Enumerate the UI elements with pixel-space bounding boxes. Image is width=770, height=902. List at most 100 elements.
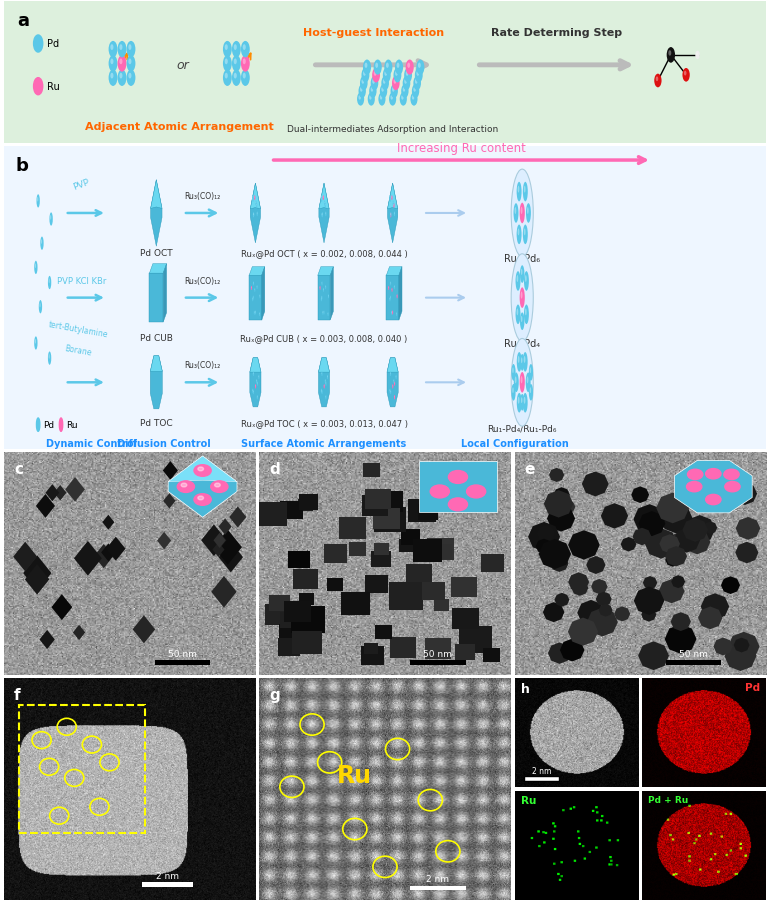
Text: Pd OCT: Pd OCT [140, 249, 172, 258]
Circle shape [407, 63, 410, 69]
Circle shape [232, 56, 241, 72]
Polygon shape [214, 530, 242, 566]
FancyBboxPatch shape [363, 464, 380, 477]
Circle shape [323, 289, 324, 292]
Circle shape [321, 389, 322, 393]
Polygon shape [550, 555, 568, 573]
Circle shape [391, 196, 393, 201]
Circle shape [392, 384, 393, 389]
Polygon shape [249, 358, 261, 408]
FancyBboxPatch shape [481, 555, 504, 573]
Circle shape [129, 74, 132, 79]
Circle shape [234, 74, 237, 79]
Circle shape [389, 93, 397, 106]
Circle shape [529, 384, 533, 401]
Circle shape [255, 311, 256, 316]
Circle shape [373, 71, 377, 77]
Polygon shape [671, 575, 685, 588]
Polygon shape [644, 529, 678, 559]
Circle shape [520, 288, 525, 308]
Circle shape [386, 63, 389, 69]
Text: Adjacent Atomic Arrangement: Adjacent Atomic Arrangement [85, 122, 273, 132]
Circle shape [253, 373, 254, 377]
Text: c: c [14, 462, 23, 476]
Circle shape [254, 196, 256, 201]
Text: Ru₃(CO)₁₂: Ru₃(CO)₁₂ [184, 191, 220, 200]
Circle shape [223, 56, 232, 72]
Circle shape [390, 282, 391, 286]
Text: 2 nm: 2 nm [532, 767, 551, 776]
Polygon shape [560, 639, 584, 662]
Circle shape [511, 384, 516, 401]
Circle shape [256, 212, 258, 217]
Circle shape [516, 272, 521, 291]
Circle shape [119, 60, 122, 65]
Text: Pd TOC: Pd TOC [140, 419, 172, 428]
Circle shape [521, 207, 523, 215]
Polygon shape [74, 541, 102, 576]
FancyBboxPatch shape [390, 638, 416, 658]
FancyBboxPatch shape [284, 601, 310, 622]
Circle shape [223, 70, 232, 87]
Text: Dynamic Control: Dynamic Control [46, 438, 137, 448]
FancyBboxPatch shape [459, 627, 492, 653]
Polygon shape [229, 507, 246, 528]
Circle shape [36, 419, 40, 432]
Circle shape [383, 79, 386, 85]
Circle shape [406, 60, 413, 76]
Circle shape [253, 214, 254, 218]
Polygon shape [201, 525, 226, 557]
FancyBboxPatch shape [389, 583, 424, 611]
Polygon shape [538, 539, 571, 569]
Polygon shape [186, 465, 204, 487]
Circle shape [526, 204, 531, 224]
Circle shape [390, 85, 398, 99]
Circle shape [256, 286, 258, 290]
Polygon shape [219, 542, 243, 573]
Text: Ru: Ru [66, 420, 78, 429]
Polygon shape [250, 184, 260, 209]
Polygon shape [656, 493, 689, 524]
FancyBboxPatch shape [444, 483, 477, 511]
FancyBboxPatch shape [340, 518, 367, 539]
FancyBboxPatch shape [428, 498, 444, 511]
Polygon shape [45, 484, 59, 502]
Text: Increasing Ru content: Increasing Ru content [397, 142, 526, 155]
Circle shape [321, 196, 322, 200]
Circle shape [517, 393, 522, 413]
Polygon shape [568, 618, 598, 646]
Polygon shape [554, 488, 570, 502]
Circle shape [253, 296, 254, 300]
FancyBboxPatch shape [373, 544, 389, 556]
Circle shape [517, 226, 521, 244]
Circle shape [109, 70, 118, 87]
Polygon shape [528, 522, 560, 552]
Circle shape [524, 398, 525, 404]
Polygon shape [54, 485, 66, 501]
Circle shape [395, 60, 403, 76]
Polygon shape [249, 267, 265, 276]
Circle shape [527, 207, 529, 215]
Polygon shape [571, 580, 588, 596]
FancyBboxPatch shape [665, 660, 721, 665]
Circle shape [256, 395, 258, 400]
Circle shape [520, 394, 524, 411]
Circle shape [401, 85, 409, 99]
Text: Ru: Ru [337, 763, 373, 787]
Circle shape [243, 60, 246, 65]
FancyBboxPatch shape [2, 0, 768, 145]
FancyBboxPatch shape [387, 276, 399, 320]
Polygon shape [319, 184, 329, 209]
Text: Ru: Ru [521, 796, 536, 805]
Circle shape [253, 213, 254, 217]
Circle shape [34, 262, 38, 275]
FancyBboxPatch shape [249, 276, 262, 320]
Circle shape [359, 85, 366, 99]
Circle shape [48, 352, 52, 365]
FancyBboxPatch shape [292, 631, 322, 655]
Circle shape [524, 187, 526, 193]
Circle shape [511, 364, 516, 382]
Circle shape [363, 71, 366, 77]
Circle shape [517, 353, 522, 373]
FancyBboxPatch shape [373, 508, 400, 529]
